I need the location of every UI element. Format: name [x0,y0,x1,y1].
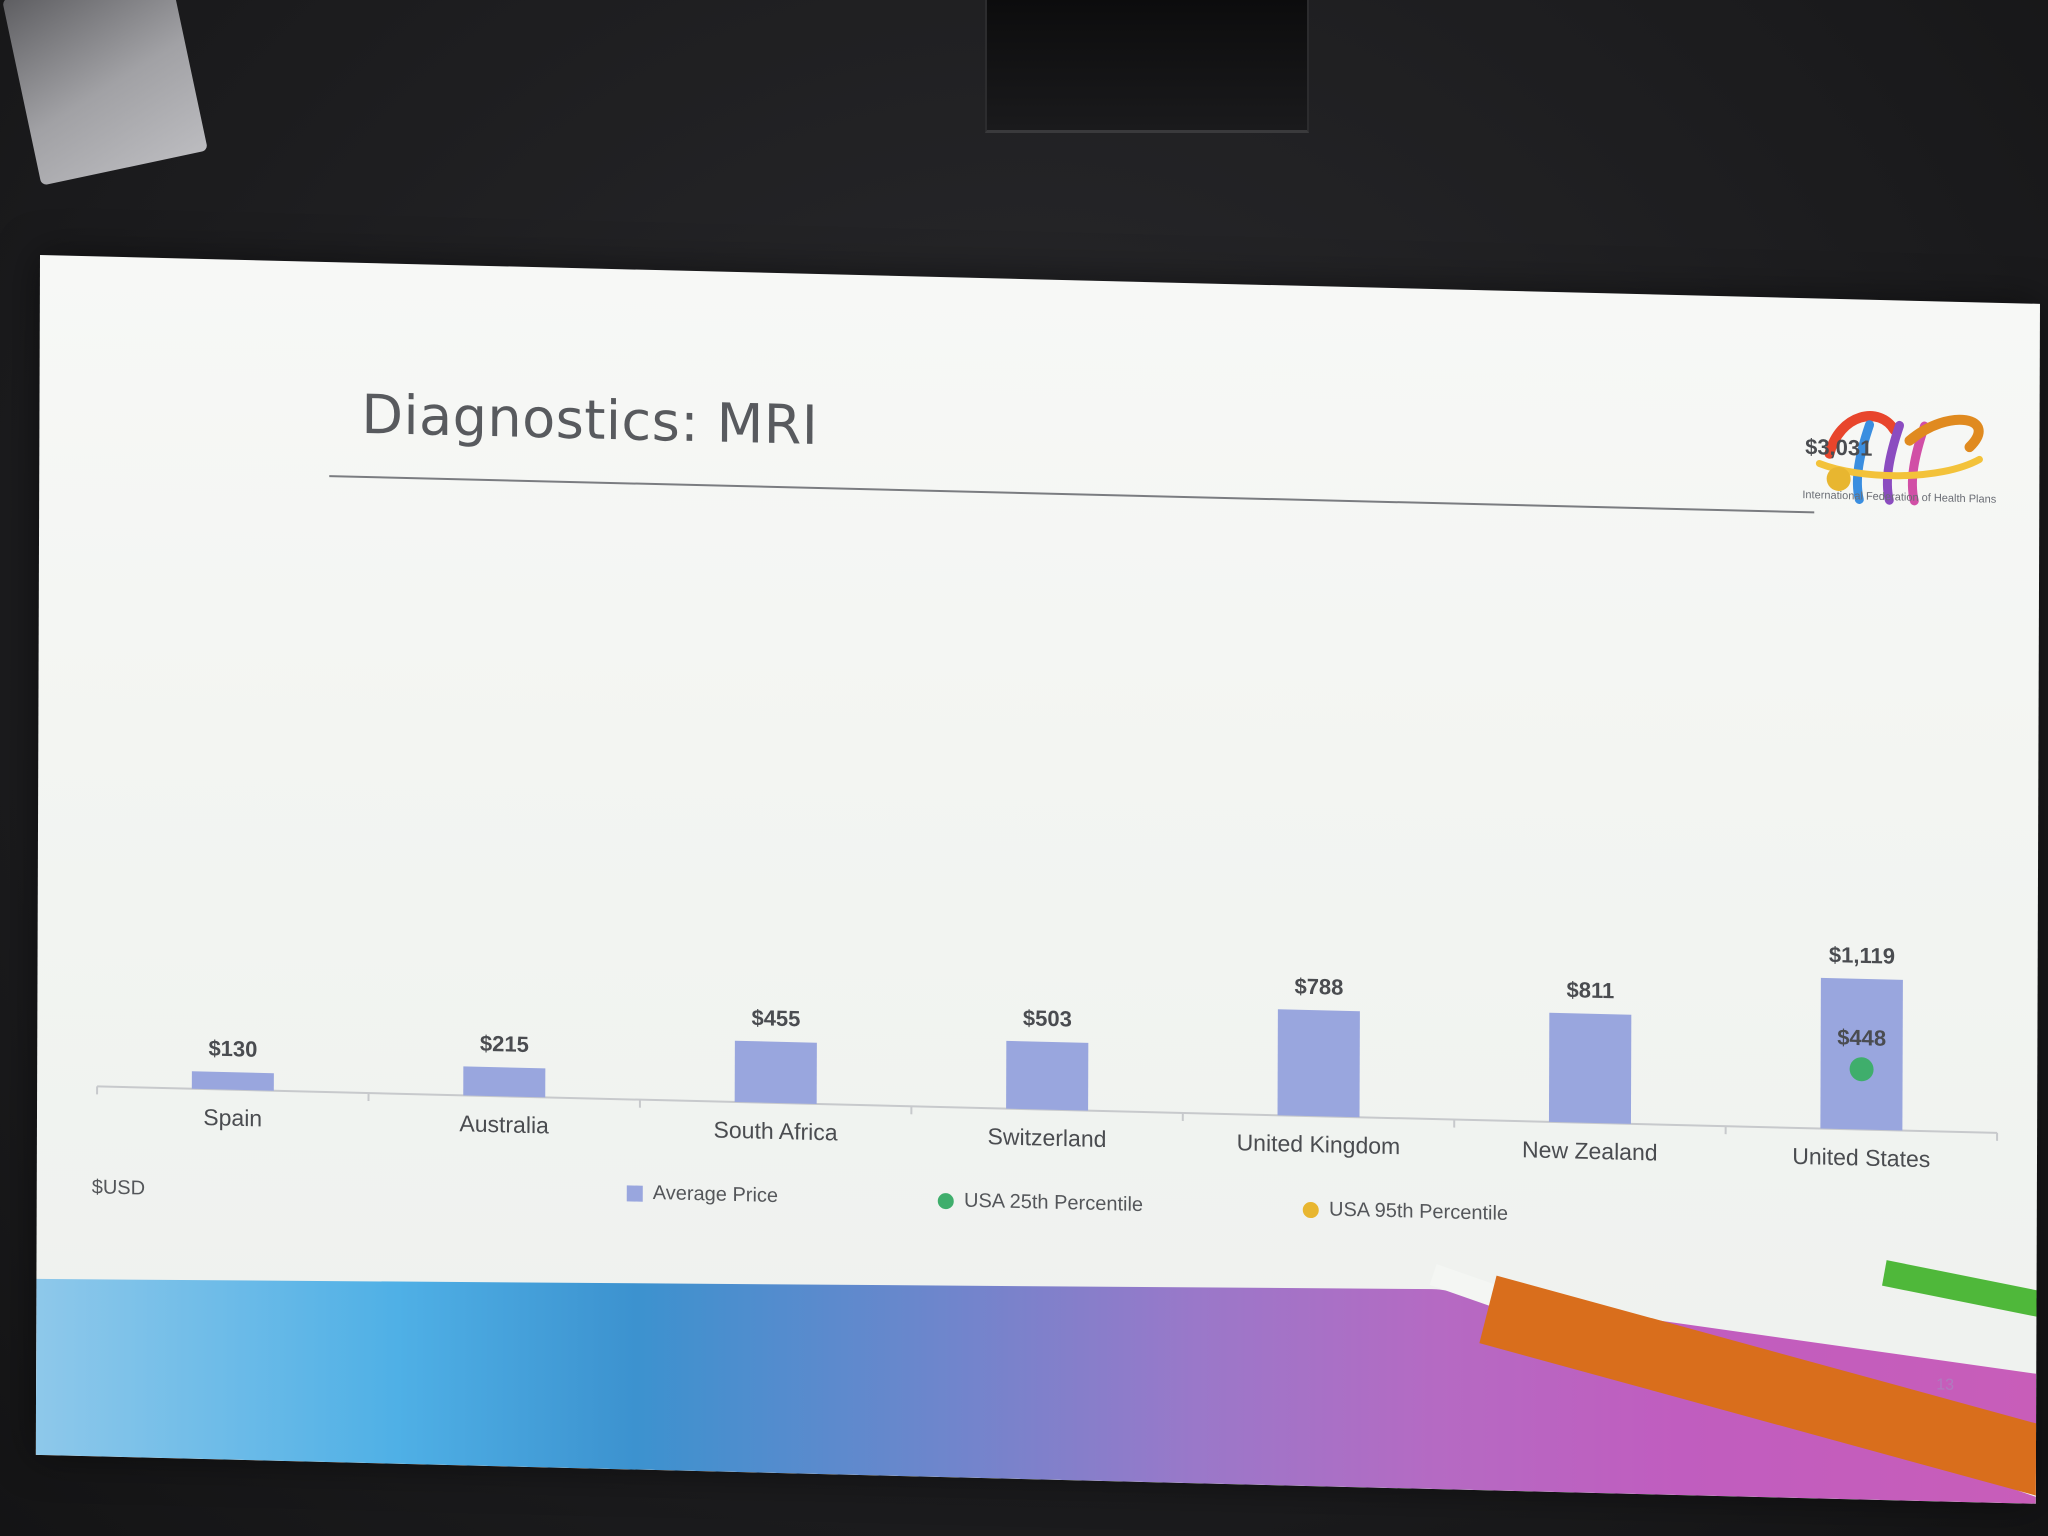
bar-value-label: $1,119 [1829,942,1895,969]
projector-mount [985,0,1309,133]
legend-label: Average Price [652,1181,779,1208]
bar-united-kingdom [1277,1009,1360,1118]
x-tick-label: Spain [203,1104,262,1131]
page-number: 13 [1936,1376,1955,1394]
bar-value-label: $811 [1567,977,1615,1003]
bar-spain [191,1071,274,1091]
mri-price-chart: $130 Spain $215 Australia $455 South Africa $5… [96,434,1999,1172]
x-axis-line [97,1085,1998,1134]
bar-value-label: $215 [480,1031,529,1057]
legend-label: USA 25th Percentile [963,1189,1144,1216]
x-tick-label: South Africa [714,1116,838,1145]
legend-item-average-price: Average Price [626,1181,779,1208]
x-tick-label: United States [1792,1143,1930,1172]
bar-new-zealand [1548,1012,1632,1124]
usa-95th-percentile-point [1826,466,1851,491]
legend-label: USA 95th Percentile [1328,1198,1509,1225]
x-tick-label: Australia [459,1110,549,1138]
point-value-label: $3,031 [1805,434,1872,461]
bar-australia [463,1066,546,1098]
x-tick-label: New Zealand [1522,1136,1658,1165]
bar-value-label: $455 [751,1005,800,1031]
legend-swatch-bar [626,1184,643,1202]
point-value-label: $448 [1837,1025,1886,1051]
x-tick-label: United Kingdom [1237,1129,1401,1159]
bar-south-africa [734,1040,817,1104]
bar-value-label: $788 [1294,974,1343,1000]
bar-united-states [1820,977,1903,1131]
legend-swatch-p25 [938,1192,955,1209]
currency-note: $USD [91,1176,146,1200]
legend-swatch-p95 [1303,1201,1320,1218]
ceiling-fixture [2,0,208,186]
bar-value-label: $130 [208,1036,257,1062]
presentation-slide: Diagnostics: MRI International Federatio… [35,255,2040,1504]
bar-value-label: $503 [1023,1005,1072,1031]
usa-25th-percentile-point [1849,1057,1874,1082]
x-tick-label: Switzerland [988,1123,1107,1152]
bar-switzerland [1006,1040,1089,1111]
